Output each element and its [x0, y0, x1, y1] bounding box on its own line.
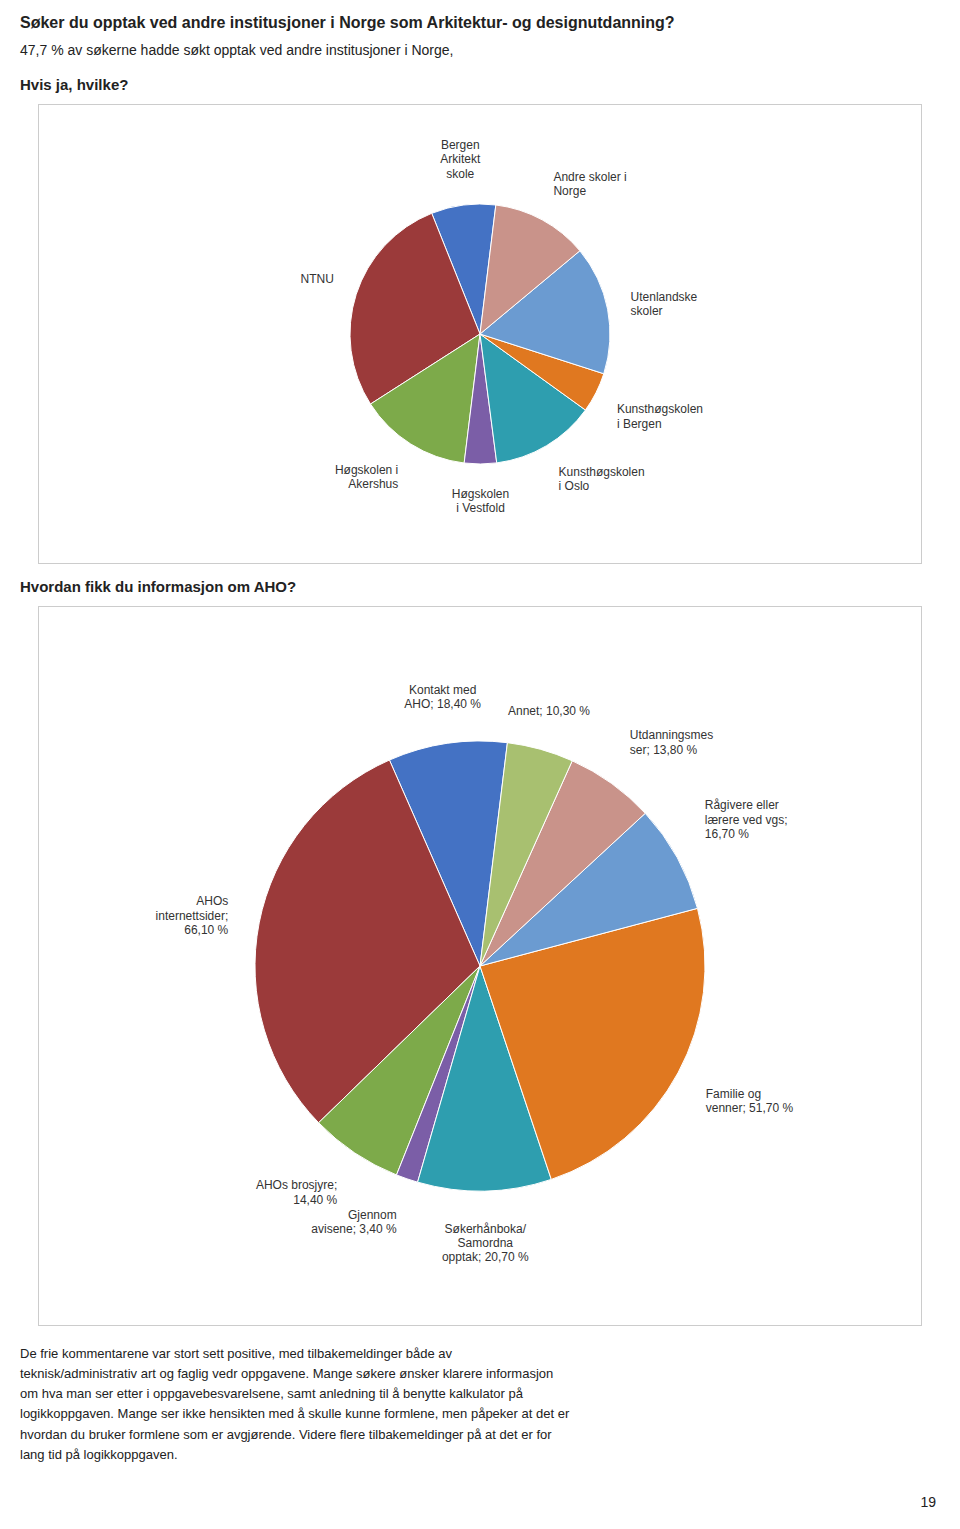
html-text:47,7 % av søkerne hadde søkt o: 47,7 % av søkerne hadde søkt opptak ved …: [20, 42, 454, 58]
svg-text:Kontakt medAHO; 18,40 %: Kontakt medAHO; 18,40 %: [404, 683, 481, 711]
svg-text:BergenArkitektskole: BergenArkitektskole: [440, 138, 481, 181]
html-text:Søker du opptak ved andre inst: Søker du opptak ved andre institusjoner …: [20, 14, 675, 31]
svg-text:NTNU: NTNU: [301, 272, 334, 286]
svg-text:Høgskolen iAkershus: Høgskolen iAkershus: [335, 463, 398, 491]
html-text:Hvis ja, hvilke?: Hvis ja, hvilke?: [20, 76, 129, 93]
svg-text:Søkerhånboka/Samordnaopptak; 2: Søkerhånboka/Samordnaopptak; 20,70 %: [442, 1222, 529, 1265]
svg-text:Utdanningsmesser; 13,80 %: Utdanningsmesser; 13,80 %: [630, 728, 713, 756]
svg-text:Annet; 10,30 %: Annet; 10,30 %: [508, 704, 590, 718]
html-text:Hvordan fikk du informasjon om: Hvordan fikk du informasjon om AHO?: [20, 578, 297, 595]
svg-text:Høgskoleni Vestfold: Høgskoleni Vestfold: [452, 487, 509, 515]
svg-text:Utenlandskeskoler: Utenlandskeskoler: [631, 290, 698, 318]
svg-text:AHOs brosjyre;14,40 %: AHOs brosjyre;14,40 %: [256, 1178, 338, 1206]
html-text:De frie kommentarene var stort: De frie kommentarene var stort sett posi…: [20, 1346, 570, 1462]
svg-text:Kunsthøgskoleni Bergen: Kunsthøgskoleni Bergen: [617, 402, 703, 430]
svg-text:Familie ogvenner; 51,70 %: Familie ogvenner; 51,70 %: [706, 1087, 794, 1115]
svg-text:Andre skoler iNorge: Andre skoler iNorge: [553, 170, 626, 198]
html-text:19: 19: [920, 1494, 936, 1510]
svg-text:Kunsthøgskoleni Oslo: Kunsthøgskoleni Oslo: [559, 465, 645, 493]
svg-text:AHOsinternettsider;66,10 %: AHOsinternettsider;66,10 %: [156, 894, 229, 937]
svg-text:Gjennomavisene; 3,40 %: Gjennomavisene; 3,40 %: [311, 1208, 397, 1236]
svg-text:Rågivere ellerlærere ved vgs;1: Rågivere ellerlærere ved vgs;16,70 %: [705, 798, 788, 841]
